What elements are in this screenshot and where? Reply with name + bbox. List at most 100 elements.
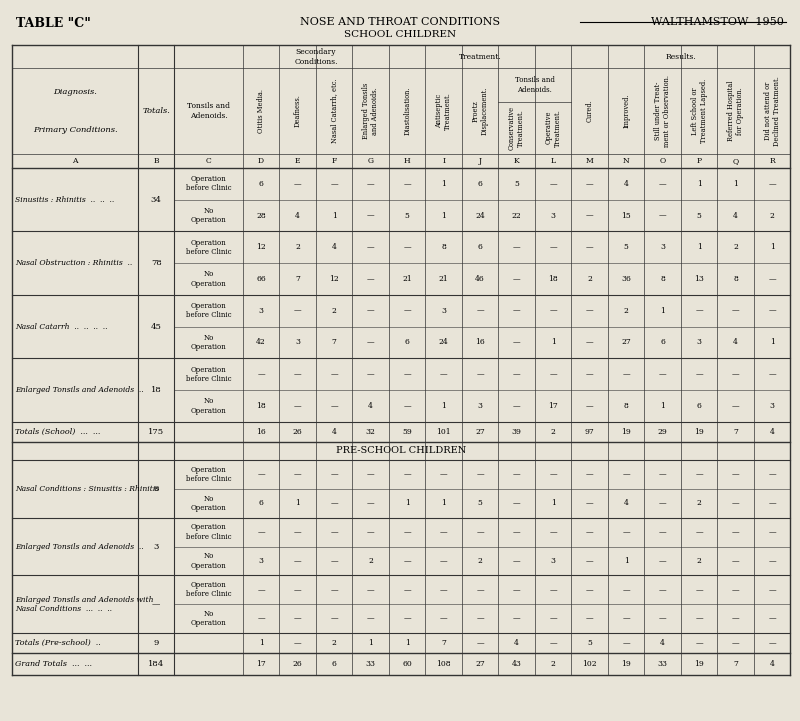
Text: Q: Q bbox=[733, 156, 738, 165]
Text: 3: 3 bbox=[770, 402, 774, 410]
Text: 4: 4 bbox=[295, 211, 300, 220]
Text: —: — bbox=[768, 275, 776, 283]
Text: 1: 1 bbox=[660, 306, 665, 315]
Text: —: — bbox=[294, 180, 302, 188]
Text: —: — bbox=[550, 243, 557, 252]
Text: 1: 1 bbox=[295, 499, 300, 508]
Text: —: — bbox=[476, 585, 484, 594]
Text: 21: 21 bbox=[438, 275, 449, 283]
Text: —: — bbox=[403, 402, 411, 410]
Text: —: — bbox=[258, 528, 265, 536]
Text: —: — bbox=[476, 528, 484, 536]
Text: L: L bbox=[550, 156, 556, 165]
Text: Totals (Pre-school)  ..: Totals (Pre-school) .. bbox=[15, 639, 101, 647]
Text: —: — bbox=[659, 470, 666, 479]
Text: 108: 108 bbox=[436, 660, 451, 668]
Text: 1: 1 bbox=[368, 639, 373, 647]
Text: —: — bbox=[367, 338, 374, 347]
Text: 7: 7 bbox=[734, 660, 738, 668]
Text: Referred Hospital
for Operation.: Referred Hospital for Operation. bbox=[727, 81, 744, 141]
Text: 18: 18 bbox=[151, 386, 162, 394]
Text: —: — bbox=[294, 370, 302, 379]
Text: 1: 1 bbox=[441, 211, 446, 220]
Text: —: — bbox=[586, 557, 594, 565]
Text: —: — bbox=[768, 470, 776, 479]
Text: —: — bbox=[695, 614, 703, 623]
Text: 16: 16 bbox=[256, 428, 266, 436]
Text: —: — bbox=[294, 402, 302, 410]
Text: —: — bbox=[659, 557, 666, 565]
Text: —: — bbox=[513, 402, 521, 410]
Text: —: — bbox=[586, 180, 594, 188]
Text: 3: 3 bbox=[697, 338, 702, 347]
Text: Grand Totals  ...  ...: Grand Totals ... ... bbox=[15, 660, 92, 668]
Text: —: — bbox=[586, 306, 594, 315]
Text: K: K bbox=[514, 156, 519, 165]
Text: —: — bbox=[367, 180, 374, 188]
Text: —: — bbox=[659, 180, 666, 188]
Text: 6: 6 bbox=[154, 485, 159, 493]
Text: Operation
before Clinic: Operation before Clinic bbox=[186, 239, 231, 256]
Text: —: — bbox=[732, 499, 739, 508]
Text: —: — bbox=[440, 528, 447, 536]
Text: 15: 15 bbox=[622, 211, 631, 220]
Text: —: — bbox=[440, 370, 447, 379]
Text: 6: 6 bbox=[332, 660, 337, 668]
Text: Operative
Treatment.: Operative Treatment. bbox=[545, 109, 562, 146]
Text: 21: 21 bbox=[402, 275, 412, 283]
Text: 1: 1 bbox=[405, 639, 410, 647]
Text: —: — bbox=[367, 306, 374, 315]
Text: —: — bbox=[586, 338, 594, 347]
Text: —: — bbox=[550, 180, 557, 188]
Text: 6: 6 bbox=[478, 180, 482, 188]
Text: Deafness.: Deafness. bbox=[294, 94, 302, 128]
Text: 18: 18 bbox=[548, 275, 558, 283]
Text: Improved.: Improved. bbox=[622, 94, 630, 128]
Text: —: — bbox=[330, 528, 338, 536]
Text: Operation
before Clinic: Operation before Clinic bbox=[186, 175, 231, 193]
Text: Operation
before Clinic: Operation before Clinic bbox=[186, 523, 231, 541]
Text: —: — bbox=[440, 557, 447, 565]
Text: 4: 4 bbox=[624, 180, 629, 188]
Text: 4: 4 bbox=[624, 499, 629, 508]
Text: 2: 2 bbox=[624, 306, 629, 315]
Text: 29: 29 bbox=[658, 428, 667, 436]
Text: —: — bbox=[732, 557, 739, 565]
Text: Diastolisation.: Diastolisation. bbox=[403, 87, 411, 136]
Text: Conservative
Treatment.: Conservative Treatment. bbox=[508, 105, 526, 150]
Text: 27: 27 bbox=[622, 338, 631, 347]
Text: 18: 18 bbox=[256, 402, 266, 410]
Text: 19: 19 bbox=[622, 428, 631, 436]
Text: —: — bbox=[330, 585, 338, 594]
Text: —: — bbox=[622, 370, 630, 379]
Text: 1: 1 bbox=[660, 402, 665, 410]
Text: 4: 4 bbox=[514, 639, 519, 647]
Text: —: — bbox=[550, 585, 557, 594]
Text: 19: 19 bbox=[694, 660, 704, 668]
Text: —: — bbox=[330, 557, 338, 565]
Text: PRE-SCHOOL CHILDREN: PRE-SCHOOL CHILDREN bbox=[336, 446, 466, 456]
Text: —: — bbox=[513, 614, 521, 623]
Text: 6: 6 bbox=[258, 499, 263, 508]
Text: 8: 8 bbox=[734, 275, 738, 283]
Text: 1: 1 bbox=[624, 557, 629, 565]
Text: —: — bbox=[258, 585, 265, 594]
Text: —: — bbox=[367, 499, 374, 508]
Text: Totals.: Totals. bbox=[142, 107, 170, 115]
Text: —: — bbox=[732, 402, 739, 410]
Text: Enlarged Tonsils and Adenoids  ..: Enlarged Tonsils and Adenoids .. bbox=[15, 386, 144, 394]
Text: 2: 2 bbox=[295, 243, 300, 252]
Text: 22: 22 bbox=[512, 211, 522, 220]
Text: 2: 2 bbox=[770, 211, 774, 220]
Text: 4: 4 bbox=[660, 639, 665, 647]
Text: —: — bbox=[586, 528, 594, 536]
Text: 5: 5 bbox=[478, 499, 482, 508]
Text: —: — bbox=[659, 370, 666, 379]
Text: 24: 24 bbox=[475, 211, 485, 220]
Text: 2: 2 bbox=[332, 639, 337, 647]
Text: —: — bbox=[258, 470, 265, 479]
Text: F: F bbox=[331, 156, 337, 165]
Text: Proetz
Displacement.: Proetz Displacement. bbox=[471, 87, 489, 136]
Text: 66: 66 bbox=[256, 275, 266, 283]
Text: 3: 3 bbox=[258, 306, 264, 315]
